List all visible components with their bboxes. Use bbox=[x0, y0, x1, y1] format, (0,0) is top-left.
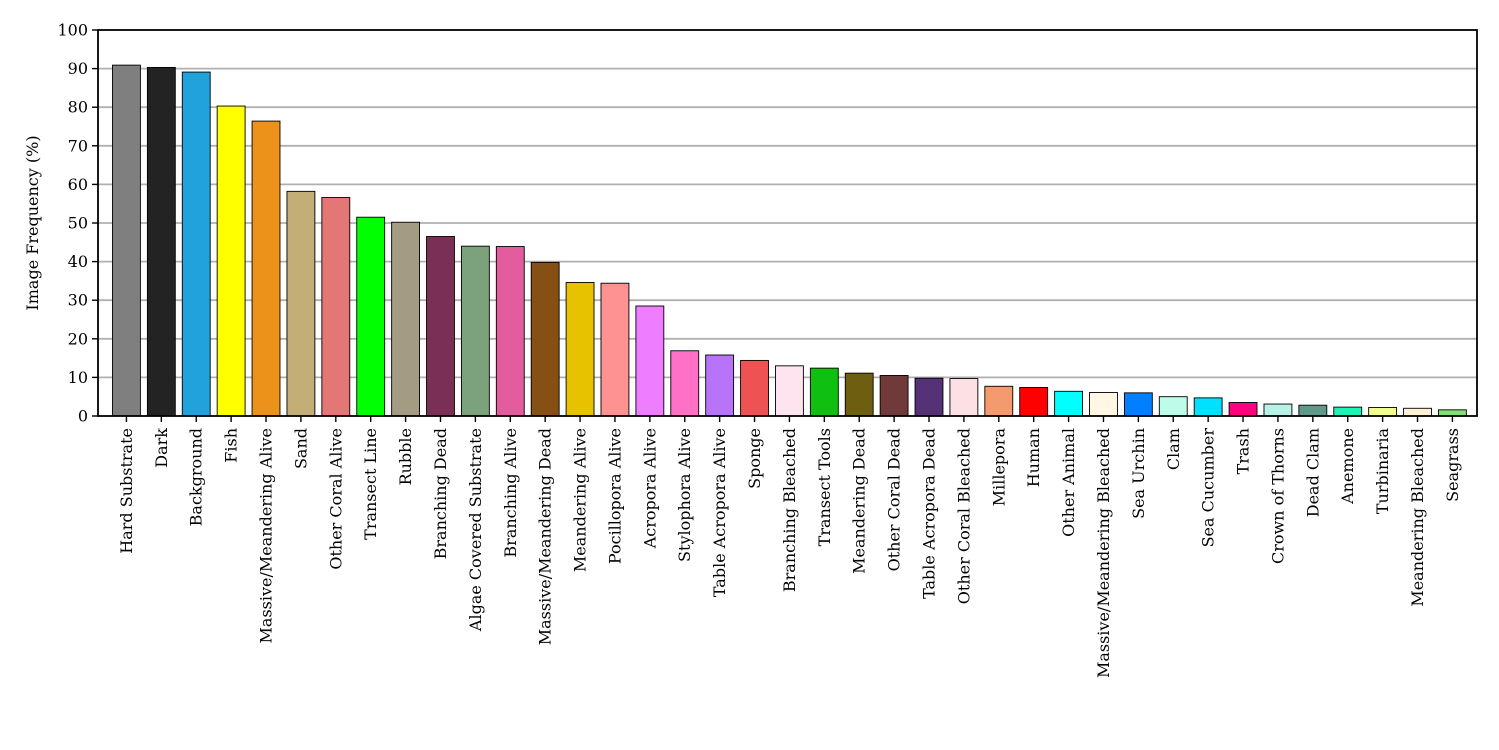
x-category-label: Hard Substrate bbox=[117, 428, 136, 554]
x-category-label: Meandering Alive bbox=[571, 428, 590, 572]
bar-trash bbox=[1228, 402, 1258, 417]
bar-turbinaria bbox=[1368, 407, 1398, 417]
bar-table-acropora-dead bbox=[914, 377, 944, 417]
bar-branching-alive bbox=[495, 246, 525, 417]
bar-hard-substrate bbox=[112, 64, 141, 417]
x-category-label: Transect Line bbox=[361, 428, 380, 540]
bar-human bbox=[1019, 386, 1049, 417]
y-axis-label: Image Frequency (%) bbox=[23, 135, 42, 310]
x-category-label: Other Animal bbox=[1059, 428, 1078, 537]
bar-dark bbox=[146, 66, 176, 417]
y-tick-label: 30 bbox=[68, 291, 88, 310]
bar-branching-dead bbox=[426, 236, 455, 417]
x-category-label: Meandering Dead bbox=[850, 428, 869, 574]
x-category-label: Background bbox=[187, 428, 206, 526]
bar-branching-bleached bbox=[775, 365, 804, 417]
bar-sand bbox=[286, 190, 316, 417]
x-category-label: Meandering Bleached bbox=[1408, 428, 1427, 607]
y-tick-label: 100 bbox=[57, 21, 88, 40]
x-category-label: Algae Covered Substrate bbox=[466, 428, 485, 632]
x-category-label: Table Acropora Dead bbox=[920, 428, 939, 599]
x-axis-ticks: Hard Substrate Dark Background Fish Massive/… bbox=[117, 416, 1462, 678]
bar-other-animal bbox=[1054, 390, 1083, 417]
x-category-label: Pocillopora Alive bbox=[605, 428, 624, 564]
x-category-label: Massive/Meandering Alive bbox=[257, 428, 276, 643]
y-axis-ticks: 0 10 20 30 40 50 60 70 80 90 100 bbox=[57, 21, 98, 426]
x-category-label: Sand bbox=[291, 428, 310, 469]
bar-crown-of-thorns bbox=[1263, 403, 1293, 417]
bar-massive-meandering-bleached bbox=[1089, 392, 1118, 417]
x-category-label: Sponge bbox=[745, 428, 764, 489]
bar-massive-meandering-dead bbox=[530, 261, 560, 417]
x-category-label: Massive/Meandering Bleached bbox=[1094, 428, 1113, 678]
bar-other-coral-alive bbox=[321, 197, 351, 417]
y-tick-label: 40 bbox=[68, 252, 88, 271]
bar-other-coral-dead bbox=[879, 375, 909, 417]
bar-transect-line bbox=[356, 216, 386, 417]
bar-sponge bbox=[740, 359, 769, 417]
bar-acropora-alive bbox=[635, 305, 665, 417]
bar-sea-urchin bbox=[1123, 392, 1153, 417]
y-tick-label: 50 bbox=[68, 214, 88, 233]
x-category-label: Branching Alive bbox=[501, 428, 520, 558]
bar-dead-clam bbox=[1298, 404, 1328, 417]
y-tick-label: 70 bbox=[68, 136, 88, 155]
bar-meandering-bleached bbox=[1403, 407, 1432, 417]
x-category-label: Sea Cucumber bbox=[1199, 428, 1218, 548]
bar-algae-covered-substrate bbox=[460, 245, 490, 417]
x-category-label: Crown of Thorns bbox=[1268, 428, 1287, 564]
x-category-label: Clam bbox=[1164, 428, 1183, 470]
x-category-label: Fish bbox=[222, 428, 241, 463]
bar-other-coral-bleached bbox=[949, 378, 979, 417]
y-tick-label: 60 bbox=[68, 175, 88, 194]
bar-transect-tools bbox=[809, 367, 839, 417]
x-category-label: Acropora Alive bbox=[640, 428, 659, 549]
bar-fish bbox=[216, 105, 246, 417]
x-category-label: Human bbox=[1024, 428, 1043, 487]
x-category-label: Seagrass bbox=[1443, 428, 1462, 502]
y-tick-label: 20 bbox=[68, 329, 88, 348]
bar-millepora bbox=[984, 385, 1014, 417]
bar-pocillopora-alive bbox=[600, 282, 630, 417]
bar-rubble bbox=[391, 221, 421, 417]
y-tick-label: 90 bbox=[68, 59, 88, 78]
x-category-label: Transect Tools bbox=[815, 428, 834, 546]
y-tick-label: 80 bbox=[68, 98, 88, 117]
bar-massive-meandering-alive bbox=[251, 120, 281, 417]
bar-clam bbox=[1158, 396, 1188, 417]
x-category-label: Rubble bbox=[396, 428, 415, 485]
bar-sea-cucumber bbox=[1193, 397, 1223, 417]
x-category-label: Table Acropora Alive bbox=[710, 428, 729, 597]
x-category-label: Branching Bleached bbox=[780, 428, 799, 592]
bar-stylophora-alive bbox=[670, 350, 700, 417]
bar-seagrass bbox=[1438, 409, 1467, 417]
x-category-label: Trash bbox=[1234, 428, 1253, 474]
x-category-label: Dark bbox=[152, 428, 171, 468]
x-category-label: Dead Clam bbox=[1303, 428, 1322, 517]
x-category-label: Sea Urchin bbox=[1129, 428, 1148, 519]
bar-meandering-alive bbox=[565, 281, 595, 417]
y-tick-label: 10 bbox=[68, 368, 88, 387]
x-category-label: Other Coral Dead bbox=[885, 428, 904, 571]
y-tick-label: 0 bbox=[78, 407, 88, 426]
bar-anemone bbox=[1333, 406, 1363, 417]
bar-meandering-dead bbox=[844, 372, 874, 417]
x-category-label: Branching Dead bbox=[431, 428, 450, 559]
bars bbox=[112, 64, 1467, 417]
x-category-label: Other Coral Bleached bbox=[954, 428, 973, 604]
x-category-label: Stylophora Alive bbox=[675, 428, 694, 562]
x-category-label: Millepora bbox=[989, 428, 1008, 507]
x-category-label: Anemone bbox=[1338, 428, 1357, 505]
x-category-label: Massive/Meandering Dead bbox=[536, 428, 555, 645]
x-category-label: Turbinaria bbox=[1373, 428, 1392, 515]
bar-background bbox=[181, 71, 211, 417]
bar-table-acropora-alive bbox=[705, 354, 735, 417]
x-category-label: Other Coral Alive bbox=[326, 428, 345, 570]
